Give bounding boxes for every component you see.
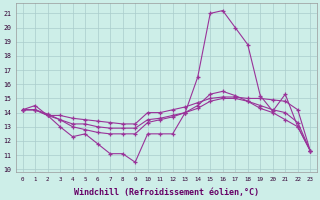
X-axis label: Windchill (Refroidissement éolien,°C): Windchill (Refroidissement éolien,°C) xyxy=(74,188,259,197)
